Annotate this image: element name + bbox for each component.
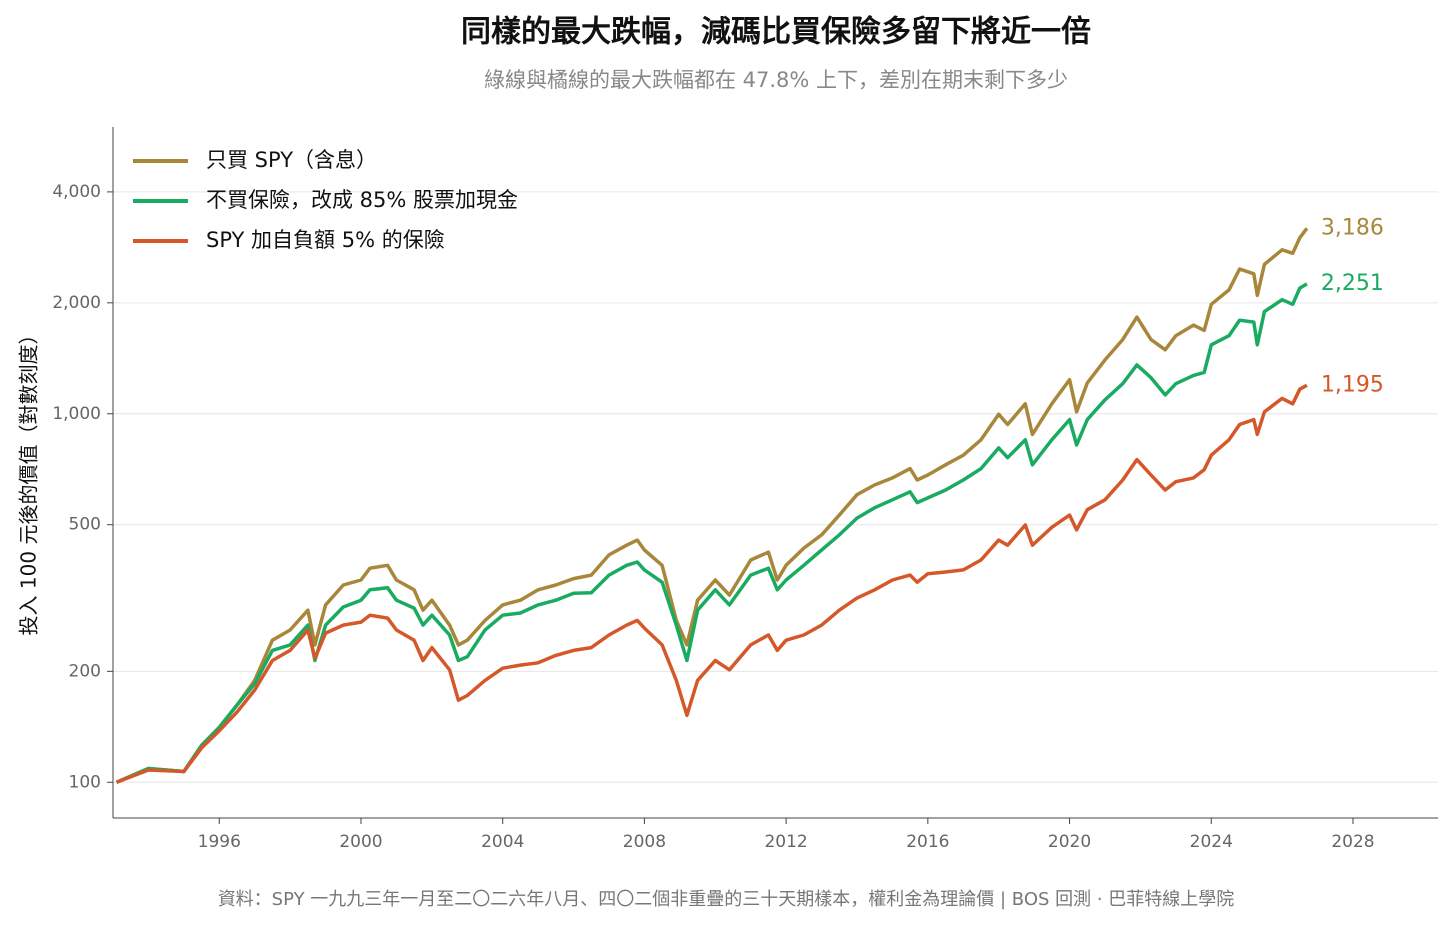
- chart-title: 同樣的最大跌幅，減碼比買保險多留下將近一倍: [461, 15, 1091, 50]
- end-label: 1,195: [1321, 372, 1384, 397]
- x-tick-label: 2020: [1048, 832, 1091, 852]
- x-tick-label: 2016: [906, 832, 949, 852]
- chart-subtitle: 綠線與橘線的最大跌幅都在 47.8% 上下，差別在期末剩下多少: [484, 68, 1068, 92]
- y-axis-label: 投入 100 元後的價值（對數刻度）: [17, 325, 41, 636]
- x-tick-label: 2008: [623, 832, 666, 852]
- series-line: [115, 282, 1308, 784]
- x-tick-label: 2004: [481, 832, 524, 852]
- end-label: 3,186: [1321, 215, 1384, 240]
- y-tick-label: 4,000: [52, 182, 101, 202]
- y-tick-label: 1,000: [52, 404, 101, 424]
- series-line: [115, 383, 1308, 784]
- legend-label: SPY 加自負額 5% 的保險: [206, 228, 445, 252]
- y-tick-label: 200: [69, 661, 101, 681]
- x-tick-label: 1996: [198, 832, 241, 852]
- x-tick-label: 2028: [1331, 832, 1374, 852]
- y-tick-label: 500: [69, 515, 101, 535]
- legend-label: 不買保險，改成 85% 股票加現金: [206, 188, 518, 212]
- end-label: 2,251: [1321, 271, 1384, 296]
- x-tick-label: 2012: [764, 832, 807, 852]
- y-tick-label: 100: [69, 772, 101, 792]
- y-tick-label: 2,000: [52, 293, 101, 313]
- legend-label: 只買 SPY（含息）: [206, 148, 377, 172]
- x-tick-label: 2000: [339, 832, 382, 852]
- source-note: 資料：SPY 一九九三年一月至二〇二六年八月、四〇二個非重疊的三十天期樣本，權利…: [218, 889, 1235, 910]
- x-tick-label: 2024: [1190, 832, 1233, 852]
- series-line: [115, 227, 1309, 784]
